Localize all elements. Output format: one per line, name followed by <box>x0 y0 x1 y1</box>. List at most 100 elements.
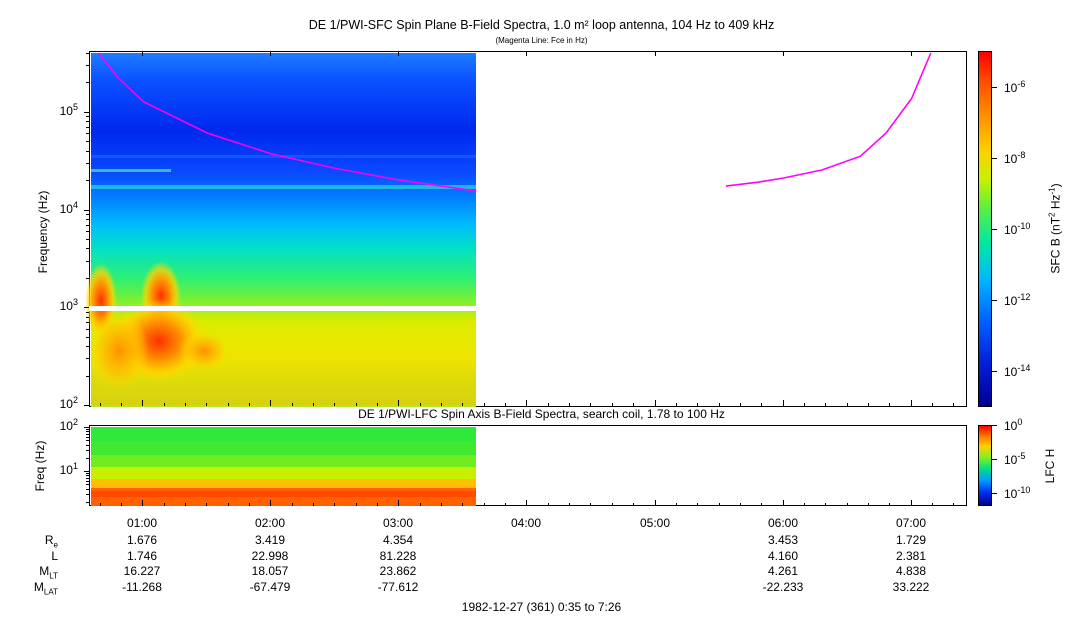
lfc-time-minor-tick <box>548 503 549 506</box>
sfc-time-minor-tick <box>719 403 720 406</box>
sfc-time-tick <box>655 400 656 406</box>
lfc-band <box>91 467 476 479</box>
lfc-time-minor-tick <box>953 503 954 506</box>
lfc-y-minor-tick <box>86 478 89 479</box>
ephemeris-value: 2.381 <box>895 549 927 563</box>
time-tick-label: 07:00 <box>895 516 927 530</box>
lfc-time-tick <box>270 500 271 506</box>
lfc-y-minor-tick <box>86 458 89 459</box>
sfc-time-tick <box>911 400 912 406</box>
sfc-time-minor-tick <box>569 403 570 406</box>
sfc-emission-blob <box>179 331 229 371</box>
sfc-y-minor-tick <box>86 239 89 240</box>
lfc-time-minor-tick <box>569 503 570 506</box>
ephemeris-value: -67.479 <box>249 580 291 594</box>
lfc-colorbar-tick-label: 10-10 <box>1004 485 1031 501</box>
lfc-y-minor-tick <box>86 440 89 441</box>
lfc-time-minor-tick <box>847 503 848 506</box>
spectrogram-title: DE 1/PWI-SFC Spin Plane B-Field Spectra,… <box>308 18 775 32</box>
sfc-time-minor-tick <box>633 403 634 406</box>
lfc-y-minor-tick <box>86 475 89 476</box>
sfc-y-minor-tick <box>86 53 89 54</box>
sfc-time-minor-tick <box>420 403 421 406</box>
sfc-time-minor-tick <box>484 403 485 406</box>
sfc-time-minor-tick <box>185 403 186 406</box>
sfc-time-minor-tick <box>377 403 378 406</box>
ephemeris-row-label: MLAT <box>33 580 58 597</box>
lfc-y-minor-tick <box>86 502 89 503</box>
lfc-time-minor-tick <box>804 503 805 506</box>
sfc-y-minor-tick <box>86 65 89 66</box>
sfc-time-tick-top <box>911 51 912 56</box>
lfc-time-minor-tick <box>676 503 677 506</box>
lfc-y-minor-tick <box>86 473 89 474</box>
sfc-time-tick <box>783 400 784 406</box>
lfc-time-minor-tick <box>740 503 741 506</box>
lfc-time-minor-tick <box>462 503 463 506</box>
sfc-y-minor-tick <box>86 376 89 377</box>
fce-line <box>97 52 932 192</box>
sfc-y-minor-tick <box>86 329 89 330</box>
lfc-time-minor-tick <box>334 503 335 506</box>
sfc-time-minor-tick <box>847 403 848 406</box>
sfc-y-minor-tick <box>86 133 89 134</box>
sfc-y-minor-tick <box>86 180 89 181</box>
lfc-time-tick <box>911 500 912 506</box>
lfc-colorbar-tick-label: 100 <box>1004 417 1023 433</box>
lfc-time-minor-tick <box>206 503 207 506</box>
sfc-time-minor-tick <box>100 403 101 406</box>
lfc-time-minor-tick <box>441 503 442 506</box>
lfc-time-minor-tick <box>164 503 165 506</box>
sfc-time-minor-tick <box>206 403 207 406</box>
ephemeris-value: 1.729 <box>895 533 927 547</box>
ephemeris-value: 4.261 <box>767 564 799 578</box>
lfc-y-minor-tick <box>86 437 89 438</box>
sfc-colorbar-tick <box>992 87 997 88</box>
lfc-colorbar-tick <box>992 493 997 494</box>
ephemeris-value: 4.160 <box>767 549 799 563</box>
lfc-time-minor-tick <box>612 503 613 506</box>
lfc-time-tick <box>398 500 399 506</box>
lfc-y-minor-tick <box>86 445 89 446</box>
sfc-y-minor-tick <box>86 322 89 323</box>
time-range-footer: 1982-12-27 (361) 0:35 to 7:26 <box>461 600 622 614</box>
lfc-time-minor-tick <box>185 503 186 506</box>
sfc-time-minor-tick <box>356 403 357 406</box>
sfc-y-minor-tick <box>86 219 89 220</box>
lfc-colorbar-label: LFC H <box>1043 448 1057 484</box>
sfc-time-minor-tick <box>292 403 293 406</box>
sfc-time-minor-tick <box>804 403 805 406</box>
time-tick-label: 04:00 <box>510 516 542 530</box>
ephemeris-row-label: Re <box>44 533 58 550</box>
sfc-colorbar-tick-label: 10-8 <box>1004 150 1026 166</box>
lfc-time-minor-tick <box>889 503 890 506</box>
ephemeris-value: 33.222 <box>892 580 930 594</box>
lfc-y-minor-tick <box>86 431 89 432</box>
sfc-time-tick <box>142 400 143 406</box>
lfc-time-minor-tick <box>590 503 591 506</box>
ephemeris-value: 22.998 <box>251 549 289 563</box>
lfc-y-minor-tick <box>86 494 89 495</box>
sfc-time-minor-tick <box>313 403 314 406</box>
sfc-colorbar-tick-label: 10-14 <box>1004 363 1031 379</box>
lfc-time-minor-tick <box>697 503 698 506</box>
ephemeris-row-label: L <box>51 549 58 563</box>
lfc-colorbar-tick-label: 10-5 <box>1004 451 1026 467</box>
sfc-time-minor-tick <box>676 403 677 406</box>
lfc-time-minor-tick <box>100 503 101 506</box>
lfc-title: DE 1/PWI-LFC Spin Axis B-Field Spectra, … <box>358 407 725 421</box>
sfc-time-minor-tick <box>761 403 762 406</box>
sfc-y-minor-tick <box>86 358 89 359</box>
ephemeris-value: 18.057 <box>251 564 289 578</box>
sfc-time-minor-tick <box>889 403 890 406</box>
ephemeris-value: -77.612 <box>377 580 419 594</box>
ephemeris-value: 3.419 <box>254 533 286 547</box>
ephemeris-row-label: MLT <box>39 564 58 581</box>
sfc-y-minor-tick <box>86 151 89 152</box>
lfc-y-minor-tick <box>86 481 89 482</box>
lfc-time-minor-tick <box>356 503 357 506</box>
lfc-band <box>91 427 476 441</box>
lfc-y-minor-tick <box>86 434 89 435</box>
lfc-colorbar <box>978 425 992 506</box>
spectrogram-subtitle: (Magenta Line: Fce in Hz) <box>495 36 588 45</box>
